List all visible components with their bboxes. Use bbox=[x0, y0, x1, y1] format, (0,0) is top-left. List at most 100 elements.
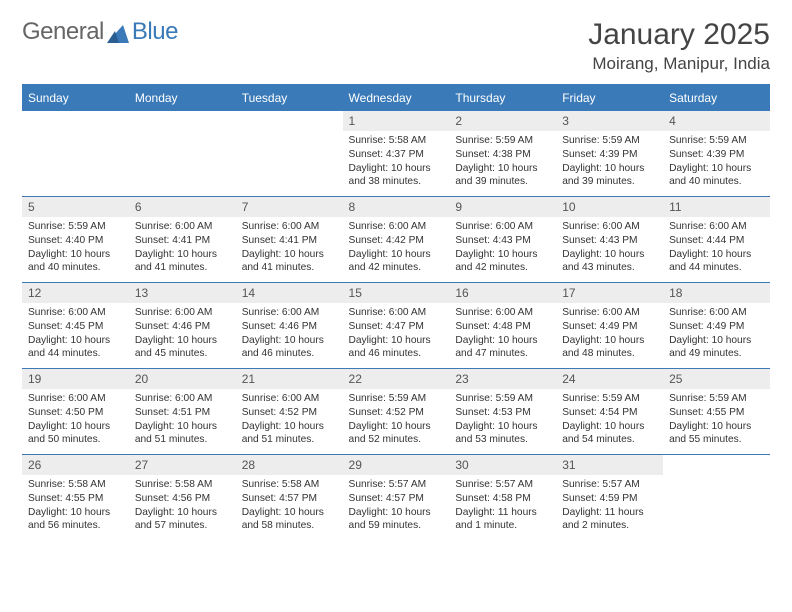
calendar-day-cell: 31Sunrise: 5:57 AMSunset: 4:59 PMDayligh… bbox=[556, 455, 663, 541]
sunrise-line: Sunrise: 6:00 AM bbox=[455, 306, 550, 320]
daylight-line: Daylight: 10 hours and 56 minutes. bbox=[28, 506, 123, 534]
calendar-day-cell: 23Sunrise: 5:59 AMSunset: 4:53 PMDayligh… bbox=[449, 369, 556, 455]
day-number: 23 bbox=[449, 369, 556, 389]
calendar-day-cell: 10Sunrise: 6:00 AMSunset: 4:43 PMDayligh… bbox=[556, 197, 663, 283]
calendar-day-cell: 28Sunrise: 5:58 AMSunset: 4:57 PMDayligh… bbox=[236, 455, 343, 541]
calendar-day-cell: 26Sunrise: 5:58 AMSunset: 4:55 PMDayligh… bbox=[22, 455, 129, 541]
calendar-day-cell: 8Sunrise: 6:00 AMSunset: 4:42 PMDaylight… bbox=[343, 197, 450, 283]
day-details: Sunrise: 6:00 AMSunset: 4:50 PMDaylight:… bbox=[22, 389, 129, 451]
header: General Blue January 2025 Moirang, Manip… bbox=[22, 18, 770, 74]
calendar-week-row: 12Sunrise: 6:00 AMSunset: 4:45 PMDayligh… bbox=[22, 283, 770, 369]
sunrise-line: Sunrise: 6:00 AM bbox=[349, 220, 444, 234]
calendar-table: SundayMondayTuesdayWednesdayThursdayFrid… bbox=[22, 84, 770, 541]
calendar-day-cell: 9Sunrise: 6:00 AMSunset: 4:43 PMDaylight… bbox=[449, 197, 556, 283]
day-number: 14 bbox=[236, 283, 343, 303]
day-number: 1 bbox=[343, 111, 450, 131]
month-title: January 2025 bbox=[588, 18, 770, 52]
daylight-line: Daylight: 10 hours and 40 minutes. bbox=[28, 248, 123, 276]
day-number: 27 bbox=[129, 455, 236, 475]
daylight-line: Daylight: 10 hours and 42 minutes. bbox=[455, 248, 550, 276]
sunrise-line: Sunrise: 6:00 AM bbox=[28, 306, 123, 320]
sunset-line: Sunset: 4:57 PM bbox=[242, 492, 337, 506]
day-number: 22 bbox=[343, 369, 450, 389]
day-details: Sunrise: 6:00 AMSunset: 4:45 PMDaylight:… bbox=[22, 303, 129, 365]
daylight-line: Daylight: 10 hours and 39 minutes. bbox=[562, 162, 657, 190]
sunrise-line: Sunrise: 5:57 AM bbox=[455, 478, 550, 492]
sunset-line: Sunset: 4:39 PM bbox=[562, 148, 657, 162]
calendar-day-cell: 1Sunrise: 5:58 AMSunset: 4:37 PMDaylight… bbox=[343, 111, 450, 197]
weekday-header: Monday bbox=[129, 85, 236, 111]
sunrise-line: Sunrise: 5:59 AM bbox=[562, 134, 657, 148]
weekday-header: Saturday bbox=[663, 85, 770, 111]
calendar-day-cell: 13Sunrise: 6:00 AMSunset: 4:46 PMDayligh… bbox=[129, 283, 236, 369]
day-details: Sunrise: 5:58 AMSunset: 4:55 PMDaylight:… bbox=[22, 475, 129, 537]
sunrise-line: Sunrise: 5:58 AM bbox=[135, 478, 230, 492]
sunset-line: Sunset: 4:47 PM bbox=[349, 320, 444, 334]
sunset-line: Sunset: 4:50 PM bbox=[28, 406, 123, 420]
daylight-line: Daylight: 10 hours and 57 minutes. bbox=[135, 506, 230, 534]
sunset-line: Sunset: 4:46 PM bbox=[242, 320, 337, 334]
calendar-day-cell: 27Sunrise: 5:58 AMSunset: 4:56 PMDayligh… bbox=[129, 455, 236, 541]
day-details: Sunrise: 5:58 AMSunset: 4:57 PMDaylight:… bbox=[236, 475, 343, 537]
day-details: Sunrise: 5:59 AMSunset: 4:40 PMDaylight:… bbox=[22, 217, 129, 279]
sunrise-line: Sunrise: 6:00 AM bbox=[455, 220, 550, 234]
calendar-day-cell: 12Sunrise: 6:00 AMSunset: 4:45 PMDayligh… bbox=[22, 283, 129, 369]
sunset-line: Sunset: 4:43 PM bbox=[562, 234, 657, 248]
calendar-day-cell: 4Sunrise: 5:59 AMSunset: 4:39 PMDaylight… bbox=[663, 111, 770, 197]
calendar-day-cell: 6Sunrise: 6:00 AMSunset: 4:41 PMDaylight… bbox=[129, 197, 236, 283]
calendar-day-cell: 16Sunrise: 6:00 AMSunset: 4:48 PMDayligh… bbox=[449, 283, 556, 369]
day-number: 6 bbox=[129, 197, 236, 217]
day-number: 7 bbox=[236, 197, 343, 217]
day-number: 4 bbox=[663, 111, 770, 131]
daylight-line: Daylight: 10 hours and 53 minutes. bbox=[455, 420, 550, 448]
day-details: Sunrise: 6:00 AMSunset: 4:48 PMDaylight:… bbox=[449, 303, 556, 365]
sunset-line: Sunset: 4:39 PM bbox=[669, 148, 764, 162]
sunset-line: Sunset: 4:48 PM bbox=[455, 320, 550, 334]
calendar-day-cell: 18Sunrise: 6:00 AMSunset: 4:49 PMDayligh… bbox=[663, 283, 770, 369]
day-details: Sunrise: 6:00 AMSunset: 4:51 PMDaylight:… bbox=[129, 389, 236, 451]
day-details: Sunrise: 5:59 AMSunset: 4:38 PMDaylight:… bbox=[449, 131, 556, 193]
sunset-line: Sunset: 4:49 PM bbox=[669, 320, 764, 334]
calendar-header-row: SundayMondayTuesdayWednesdayThursdayFrid… bbox=[22, 85, 770, 111]
sunset-line: Sunset: 4:52 PM bbox=[242, 406, 337, 420]
calendar-day-cell bbox=[236, 111, 343, 197]
daylight-line: Daylight: 10 hours and 48 minutes. bbox=[562, 334, 657, 362]
calendar-day-cell: 19Sunrise: 6:00 AMSunset: 4:50 PMDayligh… bbox=[22, 369, 129, 455]
sunset-line: Sunset: 4:59 PM bbox=[562, 492, 657, 506]
sunrise-line: Sunrise: 6:00 AM bbox=[562, 220, 657, 234]
day-details: Sunrise: 5:57 AMSunset: 4:59 PMDaylight:… bbox=[556, 475, 663, 537]
day-number: 2 bbox=[449, 111, 556, 131]
sunrise-line: Sunrise: 5:59 AM bbox=[349, 392, 444, 406]
day-number: 31 bbox=[556, 455, 663, 475]
sunset-line: Sunset: 4:49 PM bbox=[562, 320, 657, 334]
day-number: 29 bbox=[343, 455, 450, 475]
day-details: Sunrise: 5:59 AMSunset: 4:39 PMDaylight:… bbox=[663, 131, 770, 193]
calendar-day-cell: 24Sunrise: 5:59 AMSunset: 4:54 PMDayligh… bbox=[556, 369, 663, 455]
calendar-day-cell: 30Sunrise: 5:57 AMSunset: 4:58 PMDayligh… bbox=[449, 455, 556, 541]
sunrise-line: Sunrise: 6:00 AM bbox=[242, 306, 337, 320]
day-number: 20 bbox=[129, 369, 236, 389]
sunrise-line: Sunrise: 6:00 AM bbox=[669, 220, 764, 234]
sunrise-line: Sunrise: 5:58 AM bbox=[28, 478, 123, 492]
day-details: Sunrise: 6:00 AMSunset: 4:47 PMDaylight:… bbox=[343, 303, 450, 365]
daylight-line: Daylight: 10 hours and 44 minutes. bbox=[669, 248, 764, 276]
daylight-line: Daylight: 10 hours and 41 minutes. bbox=[135, 248, 230, 276]
title-block: January 2025 Moirang, Manipur, India bbox=[588, 18, 770, 74]
daylight-line: Daylight: 10 hours and 58 minutes. bbox=[242, 506, 337, 534]
sunrise-line: Sunrise: 5:59 AM bbox=[455, 392, 550, 406]
sunrise-line: Sunrise: 5:59 AM bbox=[28, 220, 123, 234]
daylight-line: Daylight: 10 hours and 52 minutes. bbox=[349, 420, 444, 448]
calendar-day-cell: 5Sunrise: 5:59 AMSunset: 4:40 PMDaylight… bbox=[22, 197, 129, 283]
day-details: Sunrise: 5:59 AMSunset: 4:52 PMDaylight:… bbox=[343, 389, 450, 451]
day-number: 15 bbox=[343, 283, 450, 303]
weekday-header: Wednesday bbox=[343, 85, 450, 111]
day-details: Sunrise: 6:00 AMSunset: 4:44 PMDaylight:… bbox=[663, 217, 770, 279]
sunrise-line: Sunrise: 6:00 AM bbox=[349, 306, 444, 320]
sunrise-line: Sunrise: 5:59 AM bbox=[669, 392, 764, 406]
day-number: 5 bbox=[22, 197, 129, 217]
daylight-line: Daylight: 10 hours and 42 minutes. bbox=[349, 248, 444, 276]
daylight-line: Daylight: 10 hours and 38 minutes. bbox=[349, 162, 444, 190]
daylight-line: Daylight: 10 hours and 47 minutes. bbox=[455, 334, 550, 362]
daylight-line: Daylight: 10 hours and 41 minutes. bbox=[242, 248, 337, 276]
day-details: Sunrise: 6:00 AMSunset: 4:43 PMDaylight:… bbox=[556, 217, 663, 279]
